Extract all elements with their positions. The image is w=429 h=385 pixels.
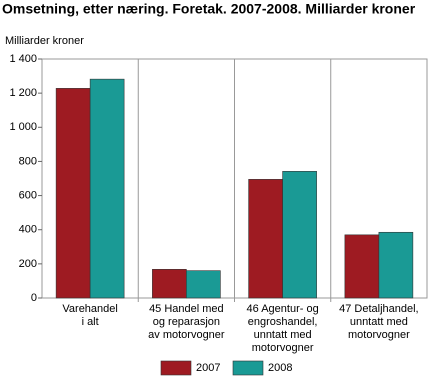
y-tick-label: 800 xyxy=(19,155,37,167)
y-tick-label: 1 400 xyxy=(9,53,37,65)
bar xyxy=(152,269,187,299)
y-axis-label: Milliarder kroner xyxy=(5,35,84,47)
y-tick-label: 1 000 xyxy=(9,121,37,133)
bar xyxy=(186,270,221,299)
x-tick-label: av motorvogner xyxy=(148,329,225,341)
x-tick-label: i alt xyxy=(82,316,99,328)
x-tick-label: unntatt med xyxy=(350,316,408,328)
y-tick-label: 600 xyxy=(19,189,37,201)
legend-label: 2007 xyxy=(196,362,220,374)
bar xyxy=(344,234,380,299)
x-tick-label: motorvogner xyxy=(252,342,314,354)
y-tick-label: 1 200 xyxy=(9,87,37,99)
x-tick-label: motorvogner xyxy=(348,329,410,341)
x-tick-label: unntatt med xyxy=(254,329,312,341)
bar xyxy=(55,88,91,299)
bar xyxy=(89,78,125,299)
x-tick-label: engroshandel, xyxy=(248,316,318,328)
x-tick-label: Varehandel xyxy=(62,303,117,315)
x-tick-label: og reparasjon xyxy=(153,316,220,328)
y-tick-label: 400 xyxy=(19,224,37,236)
x-tick-label: 45 Handel med xyxy=(149,303,224,315)
legend-label: 2008 xyxy=(268,362,292,374)
chart-title: Omsetning, etter næring. Foretak. 2007-2… xyxy=(2,1,416,17)
y-tick-label: 200 xyxy=(19,258,37,270)
legend-swatch xyxy=(232,360,264,376)
legend-swatch xyxy=(160,360,192,376)
x-tick-label: 47 Detaljhandel, xyxy=(339,303,419,315)
bar xyxy=(282,171,317,299)
x-tick-label: 46 Agentur- og xyxy=(247,303,319,315)
bar xyxy=(378,231,414,299)
bar xyxy=(248,179,283,299)
y-tick-label: 0 xyxy=(31,292,37,304)
